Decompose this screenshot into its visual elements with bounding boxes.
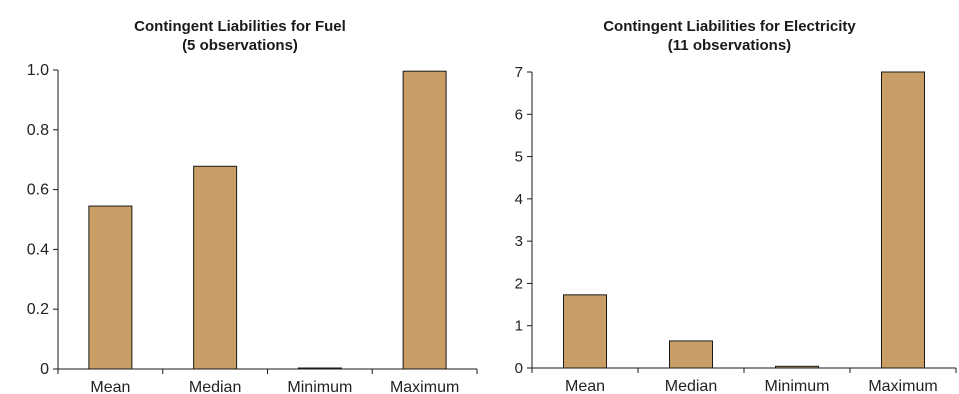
electricity-bars: [563, 71, 925, 369]
electricity-y-tick-label: 4: [515, 191, 523, 208]
electricity-chart-title: Contingent Liabilities for Electricity (…: [500, 17, 959, 55]
electricity-chart-subtitle: (11 observations): [667, 37, 792, 54]
fuel-bar-minimum: [297, 367, 342, 370]
electricity-bar-maximum: [881, 71, 925, 369]
electricity-bar-minimum: [775, 365, 819, 369]
fuel-y-tick-label: 0: [40, 361, 49, 378]
electricity-chart-panel: Contingent Liabilities for Electricity (…: [480, 0, 959, 394]
fuel-bar-maximum: [402, 70, 447, 370]
fuel-bar-mean: [88, 205, 133, 370]
electricity-x-label-mean: Mean: [565, 378, 605, 394]
fuel-x-label-minimum: Minimum: [287, 379, 352, 394]
fuel-x-label-maximum: Maximum: [390, 379, 459, 394]
fuel-x-label-mean: Mean: [90, 379, 130, 394]
fuel-bar-median: [193, 165, 238, 370]
fuel-bar-chart: 0 0.2 0.4 0.6 0.8 1.0 Mean Median Minimum Maximum: [27, 62, 478, 394]
fuel-bars: [88, 70, 447, 370]
fuel-x-label-median: Median: [189, 379, 241, 394]
electricity-y-tick-label: 3: [515, 233, 523, 250]
electricity-y-tick-label: 0: [515, 360, 523, 377]
fuel-y-tick-label: 0.2: [27, 301, 49, 318]
electricity-x-label-median: Median: [665, 378, 717, 394]
fuel-y-tick-label: 0.6: [27, 182, 49, 199]
fuel-y-tick-label: 1.0: [27, 62, 49, 79]
electricity-x-label-minimum: Minimum: [765, 378, 830, 394]
electricity-y-tick-label: 7: [515, 64, 523, 81]
electricity-bar-mean: [563, 294, 607, 369]
fuel-chart-panel: Contingent Liabilities for Fuel (5 obser…: [0, 17, 480, 394]
fuel-chart-title-text: Contingent Liabilities for Fuel: [134, 18, 346, 35]
fuel-y-tick-label: 0.4: [27, 241, 49, 258]
electricity-y-tick-label: 6: [515, 106, 523, 123]
fuel-chart-subtitle: (5 observations): [182, 37, 298, 54]
electricity-y-tick-label: 1: [515, 318, 523, 335]
fuel-y-tick-label: 0.8: [27, 122, 49, 139]
electricity-bar-median: [669, 340, 713, 369]
electricity-x-label-maximum: Maximum: [868, 378, 937, 394]
electricity-chart-title-text: Contingent Liabilities for Electricity: [603, 18, 856, 35]
fuel-chart-title: Contingent Liabilities for Fuel (5 obser…: [0, 17, 480, 55]
electricity-bar-chart: 0 1 2 3 4 5 6 7 Mean Median Minimum Maximum: [515, 64, 957, 394]
electricity-y-tick-label: 5: [515, 149, 523, 166]
electricity-y-tick-label: 2: [515, 275, 523, 292]
electricity-axes: 0 1 2 3 4 5 6 7 Mean Median Minimum Maximum: [515, 64, 957, 394]
